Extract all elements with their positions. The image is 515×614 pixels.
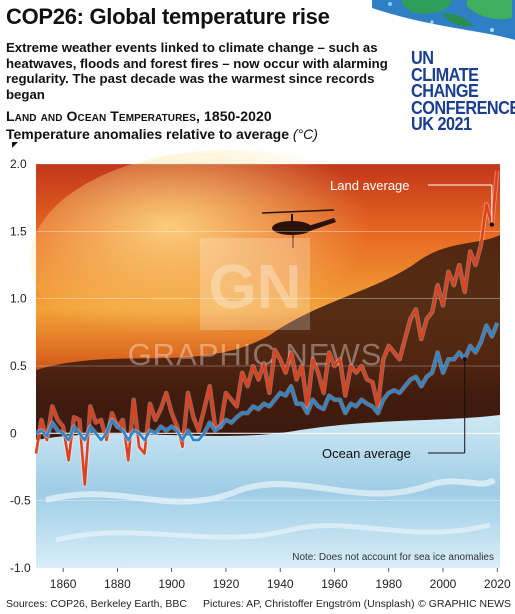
chart-ylabel-unit: (°C) (292, 126, 318, 142)
globe-graphic (372, 0, 515, 40)
y-tick-label: -1.0 (10, 561, 31, 575)
x-tick-label: 1960 (321, 577, 348, 591)
axis-marker (12, 142, 18, 148)
chart-title: Land and Ocean Temperatures, 1850-2020 (6, 108, 272, 124)
x-tick-label: 1880 (104, 577, 131, 591)
logo-line: UN CLIMATE (411, 47, 479, 85)
footer-credit: © GRAPHIC NEWS (418, 598, 511, 610)
ocean-average-label: Ocean average (322, 446, 411, 461)
annotations: Land average Ocean average Note: Does not … (292, 178, 495, 563)
logo-line: UK 2021 (411, 113, 472, 135)
y-tick-label: 0.5 (10, 359, 27, 373)
logo-line: CONFERENCE (411, 96, 515, 118)
page-subtitle: Extreme weather events linked to climate… (6, 40, 388, 102)
axis-labels: 2.0 1.5 1.0 0.5 0 -0.5 -1.0 1860 1880 1900 1920 194… (10, 142, 511, 591)
chart-note: Note: Does not account for sea ice anoma… (292, 552, 494, 563)
y-tick-label: -0.5 (10, 494, 31, 508)
tree-silhouette (36, 235, 500, 460)
watermark-box (200, 238, 310, 330)
y-tick-label: 2.0 (10, 157, 27, 171)
page-title: COP26: Global temperature rise (6, 4, 330, 29)
ocean-average-line (35, 322, 499, 442)
land-average-line (34, 170, 499, 486)
footer: Sources: COP26, Berkeley Earth, BBC Pict… (6, 598, 511, 610)
x-tick-label: 1980 (375, 577, 402, 591)
chart-ylabel-text: Temperature anomalies relative to averag… (6, 126, 289, 142)
land-point (489, 222, 495, 227)
ice-highlight (45, 477, 496, 505)
series-layer (33, 170, 500, 487)
watermark-mark: GN (209, 253, 302, 322)
un-climate-logo: UN CLIMATE CHANGE CONFERENCE UK 2021 (411, 47, 515, 135)
x-tick-label: 1920 (213, 577, 240, 591)
x-tick-label: 2000 (430, 577, 457, 591)
grid-lines (36, 163, 500, 569)
ice-highlight (55, 522, 491, 543)
footer-sources: Sources: COP26, Berkeley Earth, BBC (6, 598, 187, 610)
footer-pictures: Pictures: AP, Christoffer Engström (Unsp… (203, 598, 415, 610)
x-tick-label: 1900 (158, 577, 185, 591)
land-average-label: Land average (330, 178, 410, 193)
y-tick-label: 1.0 (10, 292, 27, 306)
ocean-point (462, 357, 467, 362)
x-tick-label: 1940 (267, 577, 294, 591)
y-tick-label: 1.5 (10, 224, 27, 238)
x-tick-label: 2020 (484, 577, 511, 591)
logo-line: CHANGE (411, 80, 479, 102)
y-tick-label: 0 (10, 426, 17, 440)
sea-ice (36, 415, 500, 568)
chart-ylabel: Temperature anomalies relative to averag… (6, 126, 318, 142)
x-tick-label: 1860 (50, 577, 77, 591)
